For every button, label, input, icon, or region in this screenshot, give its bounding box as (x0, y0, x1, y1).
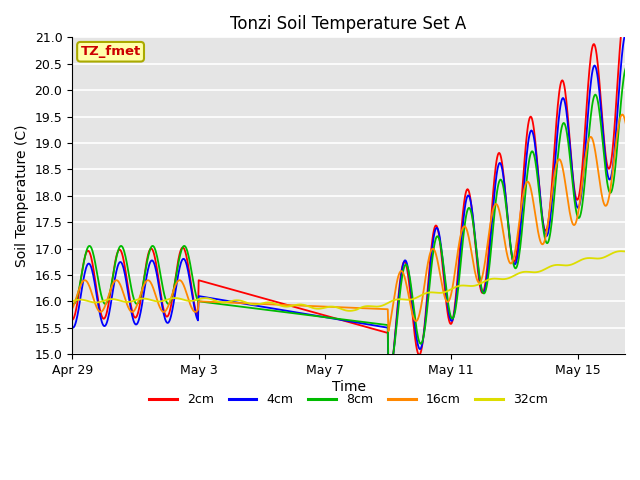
4cm (275, 307, 283, 312)
4cm (202, 294, 210, 300)
4cm (305, 312, 313, 317)
Line: 32cm: 32cm (72, 248, 640, 311)
16cm (637, 174, 640, 180)
4cm (385, 374, 392, 380)
32cm (528, 269, 536, 275)
Title: Tonzi Soil Temperature Set A: Tonzi Soil Temperature Set A (230, 15, 467, 33)
Line: 2cm: 2cm (72, 8, 640, 385)
2cm (622, 5, 630, 11)
4cm (528, 128, 536, 134)
8cm (89, 249, 97, 254)
8cm (623, 63, 631, 69)
2cm (305, 308, 313, 314)
16cm (202, 299, 210, 304)
16cm (89, 293, 97, 299)
32cm (275, 302, 283, 308)
4cm (89, 269, 97, 275)
16cm (305, 303, 313, 309)
32cm (89, 300, 97, 305)
Y-axis label: Soil Temperature (C): Soil Temperature (C) (15, 124, 29, 267)
8cm (305, 312, 313, 318)
32cm (391, 297, 399, 303)
2cm (385, 383, 392, 388)
16cm (275, 302, 283, 308)
32cm (346, 308, 353, 314)
32cm (637, 245, 640, 251)
2cm (275, 300, 283, 306)
2cm (391, 333, 399, 338)
X-axis label: Time: Time (332, 380, 365, 394)
8cm (68, 300, 76, 306)
32cm (202, 295, 210, 301)
Line: 8cm: 8cm (72, 66, 640, 369)
16cm (528, 192, 536, 198)
4cm (391, 335, 399, 341)
4cm (68, 324, 76, 330)
4cm (637, 148, 640, 154)
2cm (202, 279, 210, 285)
2cm (637, 135, 640, 141)
Text: TZ_fmet: TZ_fmet (81, 45, 141, 58)
32cm (68, 299, 76, 304)
16cm (385, 328, 392, 334)
8cm (528, 148, 536, 154)
8cm (637, 163, 640, 169)
8cm (275, 309, 283, 314)
2cm (528, 116, 536, 122)
Line: 16cm: 16cm (72, 115, 640, 331)
8cm (391, 337, 399, 343)
Line: 4cm: 4cm (72, 33, 640, 377)
2cm (68, 317, 76, 323)
32cm (305, 304, 313, 310)
Legend: 2cm, 4cm, 8cm, 16cm, 32cm: 2cm, 4cm, 8cm, 16cm, 32cm (145, 388, 553, 411)
16cm (391, 289, 399, 295)
16cm (618, 112, 626, 118)
8cm (385, 366, 393, 372)
8cm (202, 300, 210, 305)
4cm (623, 30, 630, 36)
2cm (89, 261, 97, 267)
16cm (68, 306, 76, 312)
